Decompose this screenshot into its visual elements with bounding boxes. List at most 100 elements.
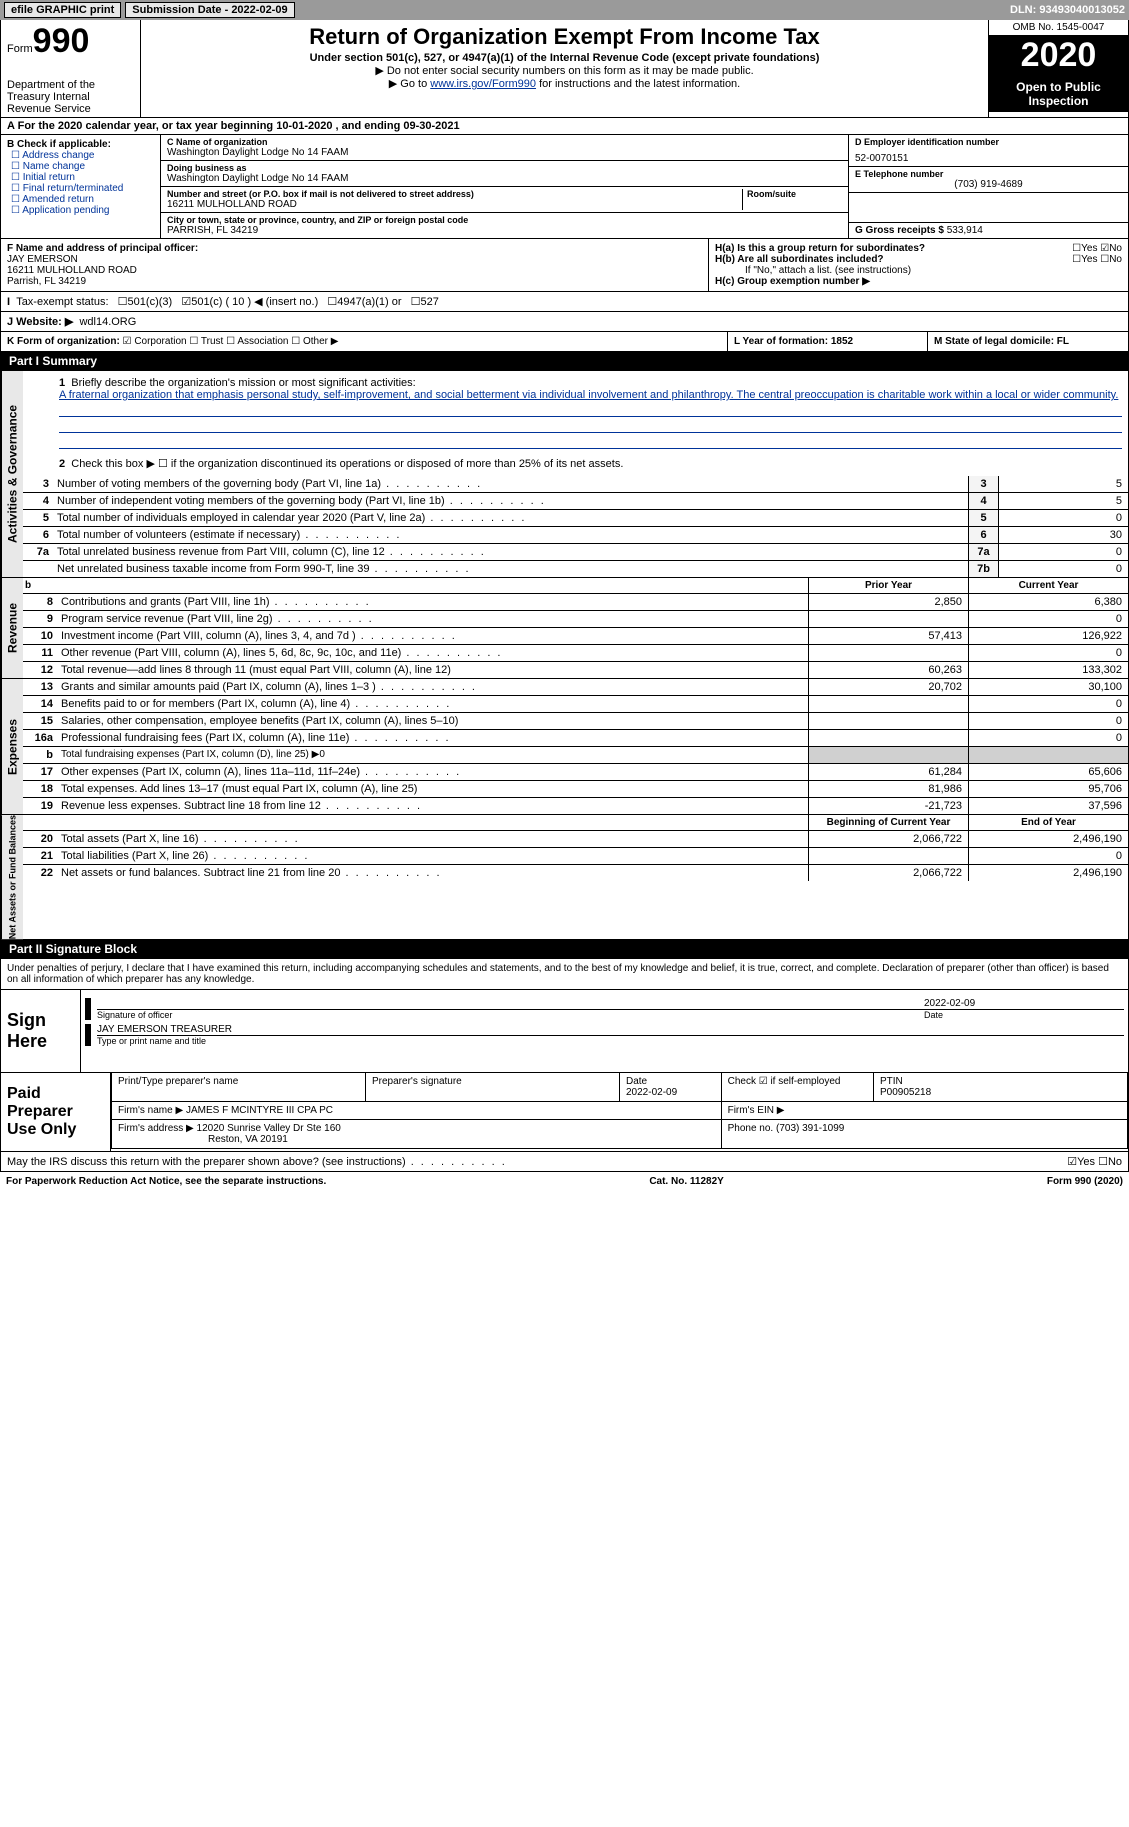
net-assets-section: Net Assets or Fund Balances Beginning of… [0,815,1129,940]
gross-lbl: G Gross receipts $ [855,225,944,236]
org-name: Washington Daylight Lodge No 14 FAAM [167,147,842,158]
rev-12: Total revenue—add lines 8 through 11 (mu… [57,662,808,678]
opt-527[interactable]: 527 [421,296,439,308]
yes-label: Yes [1081,243,1097,254]
telephone: (703) 919-4689 [855,179,1122,190]
opt-501c3[interactable]: 501(c)(3) [128,296,173,308]
l-year: L Year of formation: 1852 [734,336,853,347]
addr-lbl: Number and street (or P.O. box if mail i… [167,189,742,199]
city-state-zip: PARRISH, FL 34219 [167,225,842,236]
row-k: K Form of organization: ☑ Corporation ☐ … [0,332,1129,352]
exp-16b: Total fundraising expenses (Part IX, col… [57,747,808,763]
check-self-employed: Check ☑ if self-employed [721,1073,873,1102]
form-prefix: Form [7,43,33,55]
city-lbl: City or town, state or province, country… [167,215,842,225]
firm-addr-lbl: Firm's address ▶ [118,1123,194,1134]
prep-sig-lbl: Preparer's signature [366,1073,620,1102]
footer: For Paperwork Reduction Act Notice, see … [0,1172,1129,1191]
row-j: J Website: ▶ wdl14.ORG [0,312,1129,332]
exp-17: Other expenses (Part IX, column (A), lin… [57,764,808,780]
paid-preparer-row: Paid Preparer Use Only Print/Type prepar… [0,1073,1129,1152]
no-label: No [1109,243,1122,254]
street-address: 16211 MULHOLLAND ROAD [167,199,742,210]
chk-amended[interactable]: ☐ Amended return [11,194,154,205]
discuss-text: May the IRS discuss this return with the… [7,1156,507,1168]
col-d: D Employer identification number 52-0070… [848,135,1128,238]
m-state: M State of legal domicile: FL [934,336,1069,347]
form-header: Form990 Department of the Treasury Inter… [0,20,1129,118]
sign-here-row: Sign Here 2022-02-09 Signature of office… [0,990,1129,1073]
opt-other[interactable]: Other ▶ [303,336,338,347]
col-beginning: Beginning of Current Year [808,815,968,830]
chk-name-change[interactable]: ☐ Name change [11,161,154,172]
rev-10: Investment income (Part VIII, column (A)… [57,628,808,644]
form-subtitle: Under section 501(c), 527, or 4947(a)(1)… [149,52,980,64]
officer-addr2: Parrish, FL 34219 [7,276,86,287]
footer-left: For Paperwork Reduction Act Notice, see … [6,1176,326,1187]
j-lbl: J Website: ▶ [7,315,73,328]
form-note-1: ▶ Do not enter social security numbers o… [149,64,980,77]
top-bar: efile GRAPHIC print Submission Date - 20… [0,0,1129,20]
part-2-header: Part II Signature Block [0,940,1129,959]
opt-assoc[interactable]: Association [237,336,288,347]
firm-name: JAMES F MCINTYRE III CPA PC [186,1105,333,1116]
declaration: Under penalties of perjury, I declare th… [0,959,1129,990]
net-21: Total liabilities (Part X, line 26) [57,848,808,864]
rev-11: Other revenue (Part VIII, column (A), li… [57,645,808,661]
gov-line-3: Number of voting members of the governin… [53,476,968,492]
tax-year: 2020 [989,36,1128,76]
type-name-lbl: Type or print name and title [97,1036,1124,1046]
paid-prep-lbl: Paid Preparer Use Only [1,1073,111,1151]
exp-16a: Professional fundraising fees (Part IX, … [57,730,808,746]
submission-date: Submission Date - 2022-02-09 [125,2,294,18]
k-lbl: K Form of organization: [7,336,120,347]
officer-printed-name: JAY EMERSON TREASURER [97,1024,1124,1036]
h-a: H(a) Is this a group return for subordin… [715,243,925,254]
sig-officer-lbl: Signature of officer [97,1010,924,1020]
officer-addr1: 16211 MULHOLLAND ROAD [7,265,137,276]
opt-corp[interactable]: Corporation [134,336,186,347]
prep-name-lbl: Print/Type preparer's name [112,1073,366,1102]
form-note-2: ▶ Go to www.irs.gov/Form990 for instruct… [149,77,980,90]
col-b: B Check if applicable: ☐ Address change … [1,135,161,238]
gov-line-5: Total number of individuals employed in … [53,510,968,526]
gov-line-7a: Total unrelated business revenue from Pa… [53,544,968,560]
tab-revenue: Revenue [1,578,23,678]
sig-date: 2022-02-09 [924,998,1124,1010]
date-lbl: Date [924,1010,1124,1020]
net-20: Total assets (Part X, line 16) [57,831,808,847]
dba-name: Washington Daylight Lodge No 14 FAAM [167,173,842,184]
tab-expenses: Expenses [1,679,23,814]
exp-19: Revenue less expenses. Subtract line 18 … [57,798,808,814]
expenses-section: Expenses 13Grants and similar amounts pa… [0,679,1129,815]
col-prior-year: Prior Year [808,578,968,593]
footer-right: Form 990 (2020) [1047,1176,1123,1187]
row-f-h: F Name and address of principal officer:… [0,239,1129,292]
gross-receipts: 533,914 [947,225,983,236]
opt-4947[interactable]: 4947(a)(1) or [337,296,401,308]
opt-501c[interactable]: 501(c) ( 10 ) ◀ (insert no.) [191,295,318,308]
line-a-text: For the 2020 calendar year, or tax year … [18,120,460,132]
chk-application-pending[interactable]: ☐ Application pending [11,205,154,216]
ptin-lbl: PTIN [880,1076,903,1087]
instructions-link[interactable]: www.irs.gov/Form990 [430,78,536,90]
revenue-section: Revenue bPrior YearCurrent Year 8Contrib… [0,578,1129,679]
exp-15: Salaries, other compensation, employee b… [57,713,808,729]
chk-final-return[interactable]: ☐ Final return/terminated [11,183,154,194]
h-b: H(b) Are all subordinates included? [715,254,884,265]
note2-post: for instructions and the latest informat… [536,78,740,90]
chk-initial-return[interactable]: ☐ Initial return [11,172,154,183]
opt-trust[interactable]: Trust [201,336,223,347]
h-c: H(c) Group exemption number ▶ [715,276,870,287]
form-title: Return of Organization Exempt From Incom… [149,24,980,50]
firm-phone-lbl: Phone no. [728,1123,774,1134]
firm-addr: 12020 Sunrise Valley Dr Ste 160 [197,1123,341,1134]
form-number: 990 [33,22,90,60]
chk-address-change[interactable]: ☐ Address change [11,150,154,161]
section-b-g: B Check if applicable: ☐ Address change … [0,135,1129,239]
exp-14: Benefits paid to or for members (Part IX… [57,696,808,712]
discuss-row: May the IRS discuss this return with the… [0,1152,1129,1172]
omb-number: OMB No. 1545-0047 [989,20,1128,36]
exp-13: Grants and similar amounts paid (Part IX… [57,679,808,695]
gov-line-4: Number of independent voting members of … [53,493,968,509]
